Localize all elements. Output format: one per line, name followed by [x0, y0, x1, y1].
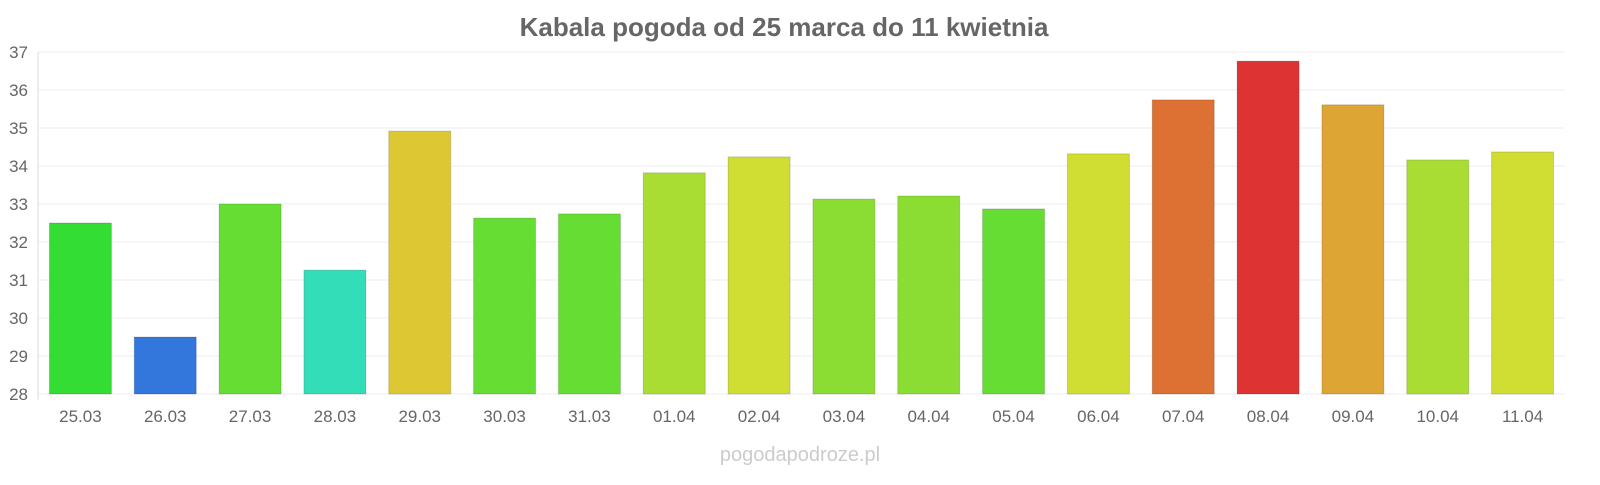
x-tick-label: 26.03 [144, 407, 187, 426]
x-tick-label: 04.04 [907, 407, 950, 426]
x-tick-label: 25.03 [59, 407, 102, 426]
watermark: pogodapodroze.pl [720, 444, 880, 466]
y-tick-label: 29 [9, 347, 28, 366]
x-tick-label: 27.03 [229, 407, 272, 426]
x-tick-label: 28.03 [314, 407, 357, 426]
y-tick-label: 31 [9, 271, 28, 290]
bar-05.04 [982, 208, 1046, 395]
y-tick-label: 37 [9, 43, 28, 62]
x-tick-label: 02.04 [738, 407, 781, 426]
chart-title: Kabala pogoda od 25 marca do 11 kwietnia [520, 12, 1049, 42]
bar-31.03 [557, 213, 621, 395]
y-tick-label: 33 [9, 195, 28, 214]
bar-27.03 [218, 203, 282, 395]
x-tick-label: 10.04 [1416, 407, 1459, 426]
bar-03.04 [812, 198, 876, 395]
x-tick-label: 09.04 [1332, 407, 1375, 426]
bar-10.04 [1406, 159, 1470, 395]
y-tick-label: 30 [9, 309, 28, 328]
bar-30.03 [473, 217, 537, 395]
y-tick-label: 36 [9, 81, 28, 100]
bar-11.04 [1491, 151, 1555, 395]
x-tick-label: 30.03 [483, 407, 526, 426]
bar-04.04 [897, 195, 961, 395]
bar-29.03 [388, 130, 452, 395]
x-tick-label: 07.04 [1162, 407, 1205, 426]
bar-28.03 [303, 269, 367, 395]
x-tick-label: 05.04 [992, 407, 1035, 426]
y-tick-label: 35 [9, 119, 28, 138]
y-tick-label: 32 [9, 233, 28, 252]
x-tick-label: 31.03 [568, 407, 611, 426]
bar-08.04 [1236, 60, 1300, 395]
bar-01.04 [642, 172, 706, 395]
x-tick-label: 11.04 [1502, 407, 1543, 426]
y-tick-label: 28 [9, 385, 28, 404]
x-tick-label: 06.04 [1077, 407, 1120, 426]
bar-06.04 [1066, 153, 1130, 395]
x-tick-label: 08.04 [1247, 407, 1290, 426]
x-tick-label: 03.04 [823, 407, 866, 426]
x-tick-label: 01.04 [653, 407, 696, 426]
bar-02.04 [727, 156, 791, 395]
bar-25.03 [48, 222, 112, 395]
bar-26.03 [133, 336, 197, 395]
bar-09.04 [1321, 104, 1385, 395]
bar-07.04 [1151, 99, 1215, 395]
y-tick-label: 34 [9, 157, 28, 176]
x-tick-label: 29.03 [398, 407, 441, 426]
